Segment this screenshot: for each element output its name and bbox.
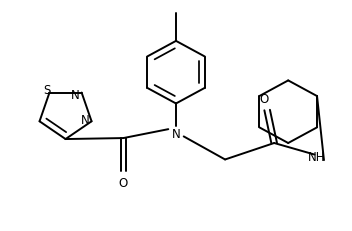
Text: O: O bbox=[119, 176, 128, 189]
Text: S: S bbox=[43, 83, 50, 96]
Text: N: N bbox=[71, 88, 80, 101]
Text: N: N bbox=[172, 127, 180, 140]
Text: NH: NH bbox=[308, 150, 325, 163]
Text: O: O bbox=[259, 93, 268, 106]
Text: N: N bbox=[81, 114, 90, 127]
